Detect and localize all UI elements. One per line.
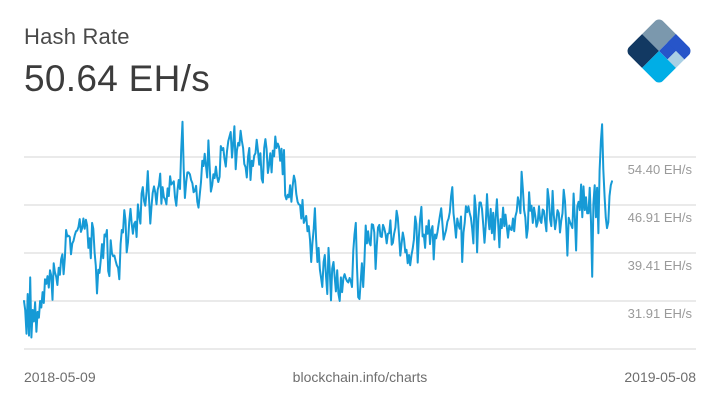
current-value: 50.64 EH/s <box>24 58 211 99</box>
source-link[interactable]: blockchain.info/charts <box>292 369 428 385</box>
y-tick-label: 39.41 EH/s <box>627 258 692 273</box>
hash-rate-line <box>23 120 613 339</box>
y-tick-label: 31.91 EH/s <box>627 306 692 321</box>
chart-title: Hash Rate <box>24 24 130 49</box>
blockchain-logo-icon <box>625 17 693 85</box>
y-tick-label: 54.40 EH/s <box>627 162 692 177</box>
start-date-label: 2018-05-09 <box>24 369 96 385</box>
end-date-label: 2019-05-08 <box>624 369 696 385</box>
y-tick-label: 46.91 EH/s <box>627 210 692 225</box>
